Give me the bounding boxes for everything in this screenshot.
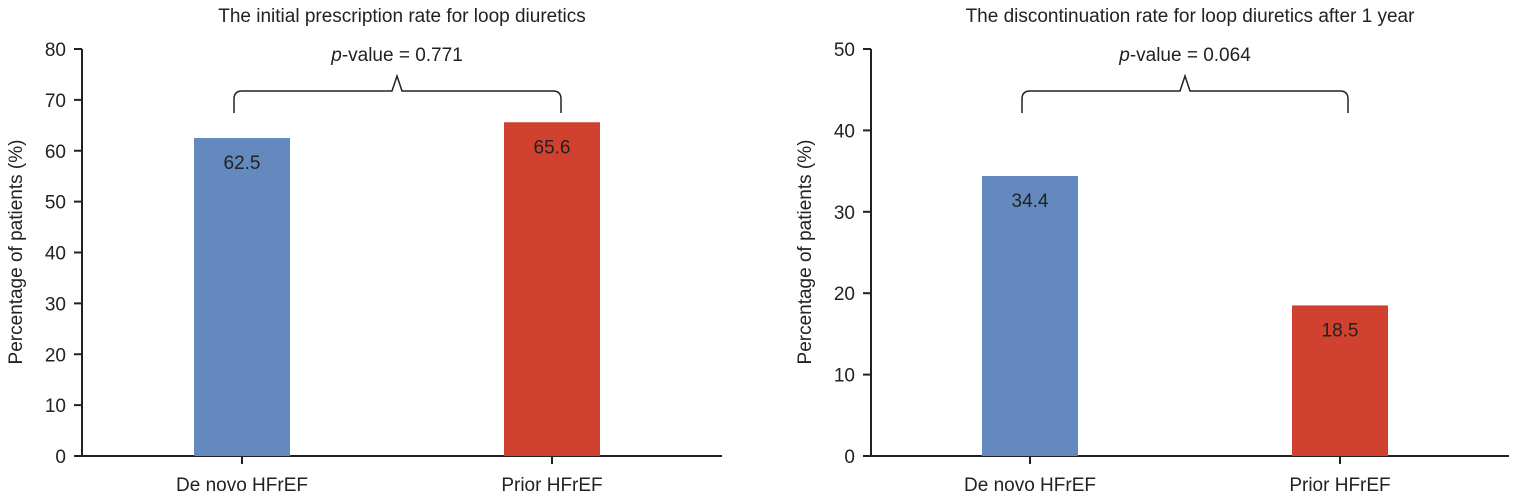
y-axis-label: Percentage of patients (%) [795, 140, 816, 365]
y-tick-label: 40 [834, 121, 855, 142]
y-axis-label: Percentage of patients (%) [6, 140, 27, 365]
p-value-bracket [233, 73, 562, 113]
p-value-label: p-value = 0.064 [1118, 45, 1251, 66]
chart-title: The initial prescription rate for loop d… [218, 6, 586, 27]
bars: 34.4 18.5 [982, 175, 1388, 456]
y-tick-label: 0 [844, 447, 855, 468]
chart-panel-prescription: The initial prescription rate for loop d… [6, 6, 722, 496]
y-tick-label: 50 [45, 193, 66, 214]
y-tick-label: 20 [834, 284, 855, 305]
bar-value-label: 34.4 [1012, 191, 1049, 212]
bracket-line [1021, 73, 1349, 113]
p-value-bracket [1021, 73, 1349, 113]
y-tick-label: 0 [55, 447, 66, 468]
bar [982, 175, 1078, 456]
bar [194, 138, 290, 456]
bar-value-label: 65.6 [534, 137, 571, 158]
y-tick-label: 70 [45, 91, 66, 112]
y-tick-label: 40 [45, 244, 66, 265]
x-tick-label: De novo HFrEF [964, 475, 1096, 496]
y-tick-label: 10 [834, 366, 855, 387]
y-tick-label: 30 [45, 294, 66, 315]
y-tick-label: 10 [45, 396, 66, 417]
bracket-line [233, 73, 562, 113]
y-tick-label: 60 [45, 142, 66, 163]
bars: 62.5 65.6 [194, 122, 600, 456]
chart-title: The discontinuation rate for loop diuret… [966, 6, 1416, 27]
y-tick-label: 50 [834, 40, 855, 61]
y-tick-label: 20 [45, 345, 66, 366]
axes: 0 10 20 30 40 50 De novo HFrEF Prior HFrEF [834, 40, 1509, 496]
bar-value-label: 62.5 [224, 153, 261, 174]
y-tick-label: 30 [834, 203, 855, 224]
x-tick-label: De novo HFrEF [176, 475, 308, 496]
chart-panel-discontinuation: The discontinuation rate for loop diuret… [795, 6, 1509, 496]
x-tick-label: Prior HFrEF [501, 475, 602, 496]
axes: 0 10 20 30 40 50 60 70 80 De novo HFrEF Prior HFrE… [45, 40, 722, 496]
y-tick-label: 80 [45, 40, 66, 61]
bar-value-label: 18.5 [1322, 320, 1359, 341]
bar [504, 122, 600, 456]
bar [1292, 305, 1388, 456]
p-value-label: p-value = 0.771 [330, 45, 463, 66]
x-tick-label: Prior HFrEF [1289, 475, 1390, 496]
